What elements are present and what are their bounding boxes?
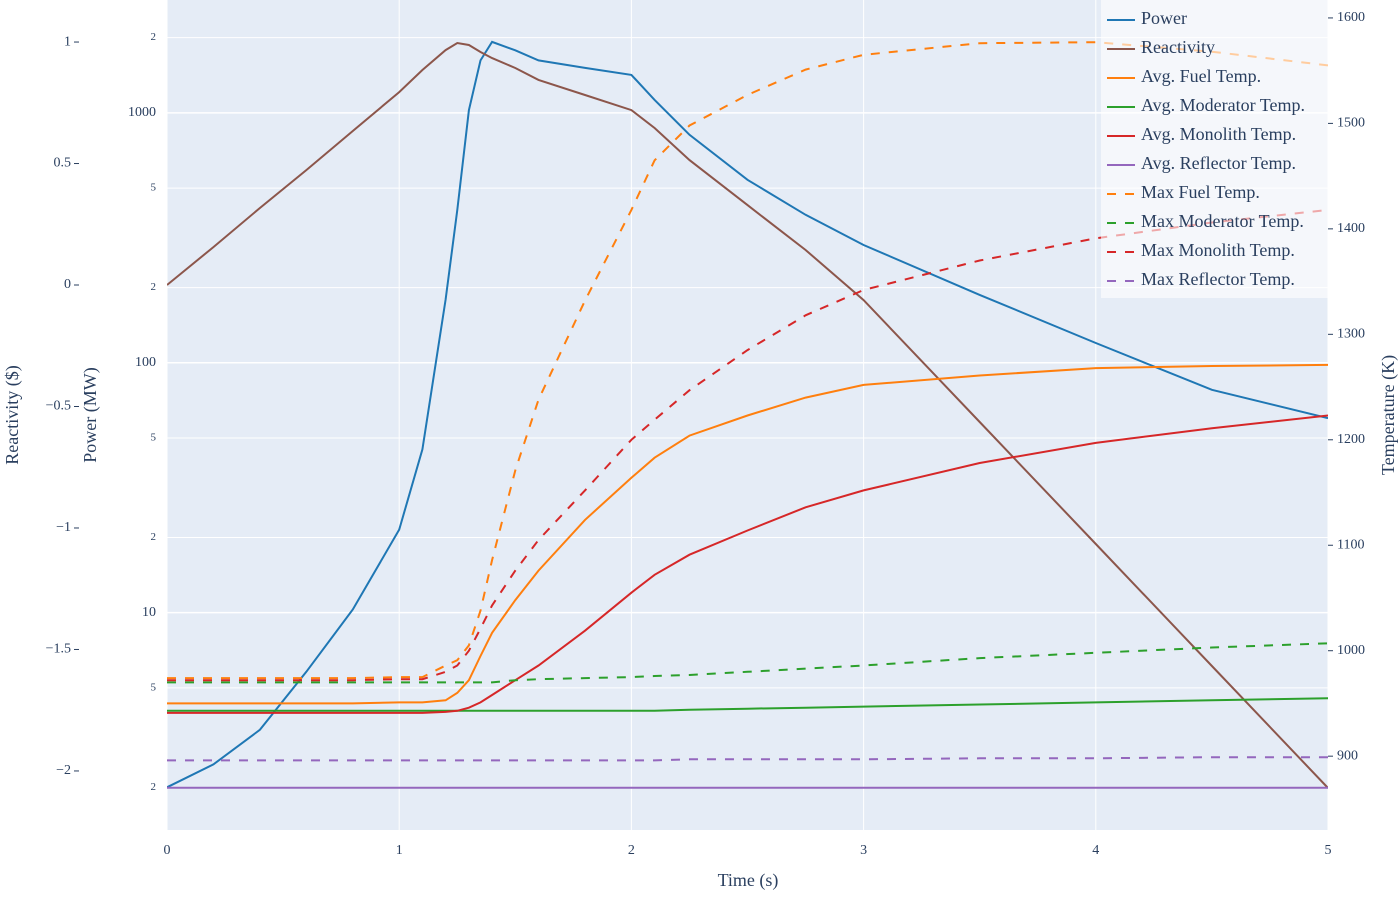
y2-tick-label: 1000	[1337, 643, 1365, 658]
legend-label: Reactivity	[1141, 37, 1215, 57]
reactivity-axis-title: Reactivity ($)	[2, 365, 23, 464]
y2-tick-label: 1300	[1337, 327, 1365, 342]
legend-label: Avg. Monolith Temp.	[1141, 124, 1296, 144]
y2-tick-label: 1500	[1337, 116, 1365, 131]
x-tick-label: 3	[860, 843, 867, 858]
y-tick-label: 2	[151, 531, 157, 543]
series-line	[167, 697, 1328, 712]
y3-tick-label: 1	[64, 34, 71, 49]
y3-tick-label: −2	[56, 763, 71, 778]
y3-tick-label: −0.5	[46, 399, 71, 414]
y-tick-label: 100	[135, 355, 156, 370]
series-line	[167, 41, 1328, 680]
y-tick-label: 2	[151, 31, 157, 43]
x-tick-label: 1	[396, 843, 403, 858]
y-tick-label: 1000	[128, 105, 156, 120]
legend-label: Max Reflector Temp.	[1141, 269, 1295, 289]
legend-label: Max Moderator Temp.	[1141, 211, 1304, 231]
x-tick-label: 2	[628, 843, 635, 858]
series-line	[167, 40, 1328, 789]
series-line	[167, 642, 1328, 684]
legend-label: Max Monolith Temp.	[1141, 240, 1295, 260]
y-tick-label: 5	[151, 432, 157, 444]
y3-tick-label: −1.5	[46, 642, 71, 657]
series-line	[167, 756, 1328, 762]
temperature-axis-title: Temperature (K)	[1378, 355, 1399, 475]
x-axis-title: Time (s)	[718, 870, 779, 891]
power-axis-title: Power (MW)	[80, 367, 101, 462]
legend-label: Avg. Moderator Temp.	[1141, 95, 1305, 115]
y-tick-label: 10	[142, 605, 156, 620]
y3-tick-label: −1	[56, 520, 71, 535]
y-tick-label: 5	[151, 681, 157, 693]
y-tick-label: 2	[151, 781, 157, 793]
legend-box	[1101, 0, 1328, 298]
y3-tick-label: 0.5	[54, 156, 72, 171]
legend-label: Power	[1141, 8, 1187, 28]
series-line	[167, 208, 1328, 682]
series-line	[167, 363, 1328, 705]
series-line	[167, 41, 1328, 789]
legend-label: Avg. Fuel Temp.	[1141, 66, 1261, 86]
legend-label: Avg. Reflector Temp.	[1141, 153, 1296, 173]
y3-tick-label: 0	[64, 277, 71, 292]
y-tick-label: 2	[151, 281, 157, 293]
y2-tick-label: 1200	[1337, 432, 1365, 447]
x-tick-label: 4	[1092, 843, 1099, 858]
y-tick-label: 5	[151, 182, 157, 194]
legend-label: Max Fuel Temp.	[1141, 182, 1260, 202]
y2-tick-label: 900	[1337, 748, 1358, 763]
y2-tick-label: 1100	[1337, 537, 1364, 552]
y2-tick-label: 1400	[1337, 221, 1365, 236]
x-tick-label: 5	[1325, 843, 1332, 858]
x-tick-label: 0	[164, 843, 171, 858]
y2-tick-label: 1600	[1337, 10, 1365, 25]
